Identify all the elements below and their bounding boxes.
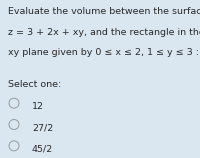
Text: 12: 12 xyxy=(32,102,44,111)
Text: Select one:: Select one: xyxy=(8,80,61,89)
Text: 27/2: 27/2 xyxy=(32,123,53,132)
Text: Evaluate the volume between the surface: Evaluate the volume between the surface xyxy=(8,7,200,16)
Text: z = 3 + 2x + xy, and the rectangle in the: z = 3 + 2x + xy, and the rectangle in th… xyxy=(8,28,200,37)
Text: 45/2: 45/2 xyxy=(32,145,53,154)
Text: xy plane given by 0 ≤ x ≤ 2, 1 ≤ y ≤ 3 :: xy plane given by 0 ≤ x ≤ 2, 1 ≤ y ≤ 3 : xyxy=(8,48,199,57)
